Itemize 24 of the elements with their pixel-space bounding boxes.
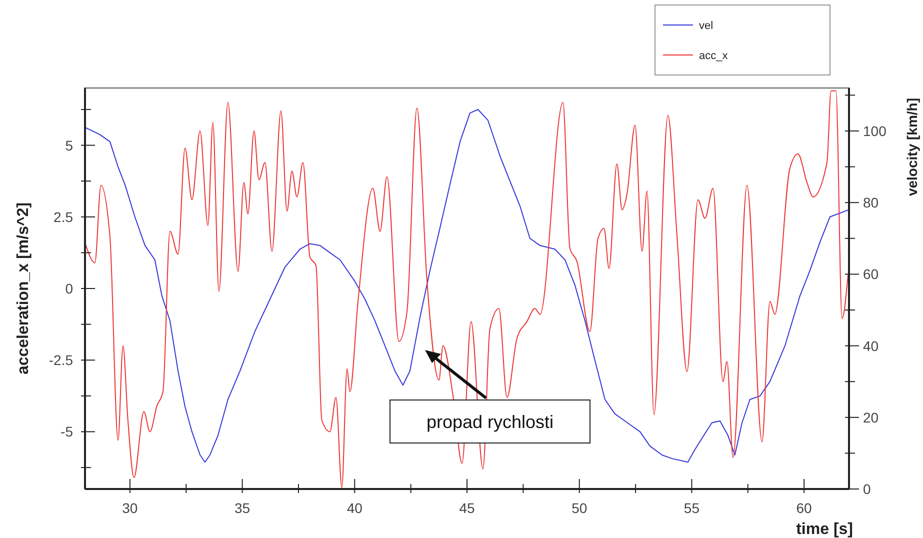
y2-tick-label: 0: [863, 481, 871, 497]
y2-tick-label: 100: [863, 122, 887, 139]
legend-label: acc_x: [699, 50, 728, 62]
x-tick-label: 35: [234, 500, 250, 516]
x-tick-label: 40: [346, 500, 363, 516]
annotation: propad rychlosti: [426, 412, 554, 432]
x-tick-label: 30: [122, 500, 138, 516]
y2-tick-label: 20: [863, 409, 879, 426]
y2-tick-label: 80: [863, 194, 879, 211]
x-tick-label: 60: [796, 500, 812, 516]
y-tick-label: 2.5: [54, 208, 74, 225]
y-tick-label: -5: [60, 424, 74, 440]
x-axis-title: time [s]: [796, 521, 853, 538]
legend-label: vel: [699, 20, 714, 32]
x-tick-label: 55: [684, 500, 700, 516]
x-tick-label: 50: [572, 500, 588, 516]
y-tick-label: 0: [65, 280, 74, 296]
y2-axis-title: velocity [km/h]: [904, 98, 920, 196]
y2-tick-label: 60: [863, 266, 879, 282]
y-tick-label: 5: [65, 137, 74, 154]
y-tick-label: -2.5: [48, 352, 74, 368]
x-tick-label: 45: [459, 500, 475, 516]
y-axis-title: acceleration_x [m/s^2]: [15, 202, 32, 375]
y2-tick-label: 40: [863, 338, 879, 354]
